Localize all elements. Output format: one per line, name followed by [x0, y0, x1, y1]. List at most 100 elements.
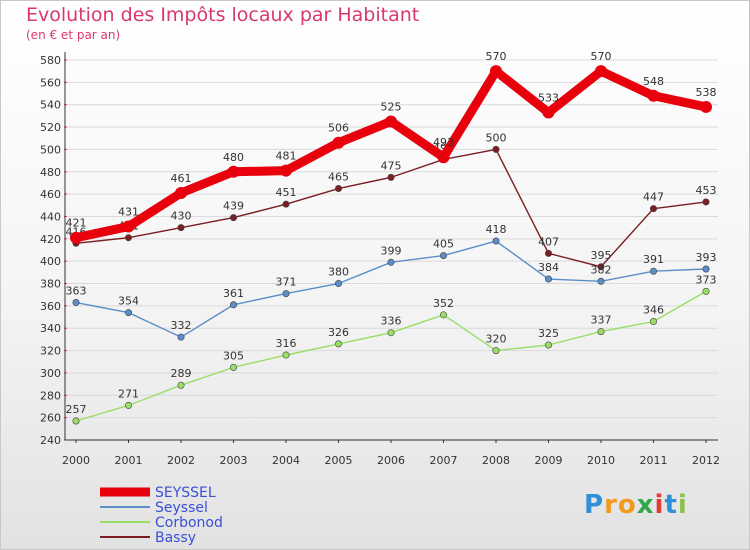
- logo-letter: r: [604, 490, 618, 520]
- x-tick-label: 2011: [640, 454, 668, 467]
- y-tick-label: 420: [40, 233, 61, 246]
- data-point: [542, 106, 555, 119]
- data-label: 405: [433, 238, 454, 251]
- logo-letter: i: [677, 490, 688, 520]
- data-label: 570: [591, 50, 612, 63]
- data-label: 363: [66, 285, 87, 298]
- y-tick-label: 400: [40, 255, 61, 268]
- data-point: [227, 165, 240, 178]
- axes: 240 260 280 300 320 340 360 380 400 420 440 460 480 5…: [40, 52, 720, 467]
- y-tick-label: 560: [40, 76, 61, 89]
- proxiti-logo: Proxiti: [584, 490, 688, 520]
- data-label: 373: [696, 273, 717, 286]
- data-point: [125, 401, 133, 409]
- series-seyssel: 363 354 332 361 371 380 399 405 418 384 382 391 393: [66, 223, 717, 341]
- data-point: [125, 234, 133, 242]
- series-bassy: 416421430439451465475491500407395447453: [66, 131, 717, 271]
- data-label: 305: [223, 349, 244, 362]
- data-point: [702, 198, 710, 206]
- data-label: 453: [696, 184, 717, 197]
- data-label: 320: [486, 333, 507, 346]
- data-point: [439, 252, 447, 260]
- logo-letter: x: [636, 490, 655, 520]
- data-point: [544, 249, 552, 257]
- data-label: 500: [486, 131, 507, 144]
- data-label: 481: [276, 150, 297, 163]
- y-tick-label: 280: [40, 389, 61, 402]
- x-tick-label: 2004: [272, 454, 300, 467]
- data-label: 336: [381, 315, 402, 328]
- data-point: [647, 89, 660, 102]
- data-point: [544, 275, 552, 283]
- series-line: [75, 290, 707, 422]
- data-label: 407: [538, 235, 559, 248]
- data-point: [597, 277, 605, 285]
- data-label: 399: [381, 244, 402, 257]
- chart-title: Evolution des Impôts locaux par Habitant: [26, 4, 420, 26]
- data-point: [177, 333, 185, 341]
- logo-letter: i: [654, 490, 665, 520]
- data-label: 346: [643, 304, 664, 317]
- chart-subtitle: (en € et par an): [26, 28, 121, 42]
- data-point: [597, 328, 605, 336]
- data-label: 418: [486, 223, 507, 236]
- data-point: [282, 200, 290, 208]
- data-label: 332: [171, 319, 192, 332]
- grid-lines: [65, 59, 718, 441]
- data-point: [282, 290, 290, 298]
- logo-letter: o: [617, 490, 637, 520]
- data-label: 326: [328, 326, 349, 339]
- data-point: [490, 65, 502, 78]
- y-tick-label: 300: [40, 367, 61, 380]
- data-point: [177, 381, 185, 389]
- x-tick-label: 2005: [325, 454, 353, 467]
- x-tick-label: 2000: [62, 454, 90, 467]
- data-point: [595, 65, 607, 78]
- data-point: [334, 280, 342, 288]
- data-label: 382: [591, 263, 612, 276]
- data-point: [125, 309, 133, 317]
- data-label: 461: [171, 172, 192, 185]
- data-point: [72, 299, 80, 307]
- data-label: 395: [591, 249, 612, 262]
- data-point: [702, 265, 710, 273]
- data-point: [385, 115, 397, 128]
- legend-label: SEYSSEL: [155, 485, 216, 501]
- data-label: 465: [328, 171, 349, 184]
- data-label: 271: [118, 387, 139, 400]
- x-tick-label: 2006: [377, 454, 405, 467]
- y-tick-label: 240: [40, 434, 61, 447]
- data-point: [280, 164, 292, 177]
- data-label: 475: [381, 159, 402, 172]
- legend-item: SEYSSEL: [100, 485, 216, 501]
- data-point: [492, 145, 500, 153]
- data-label: 289: [171, 367, 192, 380]
- data-point: [175, 187, 187, 199]
- data-label: 352: [433, 297, 454, 310]
- logo-letter: t: [664, 490, 678, 520]
- x-tick-label: 2007: [430, 454, 458, 467]
- data-point: [437, 151, 450, 164]
- legend-label: Seyssel: [155, 500, 208, 516]
- data-point: [387, 329, 395, 337]
- legend-label: Corbonod: [155, 515, 223, 531]
- y-tick-label: 260: [40, 412, 61, 425]
- series-group: 4164214304394514654754915004073954474532…: [66, 50, 717, 425]
- data-point: [72, 417, 80, 425]
- data-point: [230, 363, 238, 371]
- data-label: 506: [328, 122, 349, 135]
- data-label: 480: [223, 151, 244, 164]
- data-label: 325: [538, 327, 559, 340]
- data-label: 361: [223, 287, 244, 300]
- data-label: 439: [223, 200, 244, 213]
- data-point: [439, 311, 447, 319]
- data-label: 538: [696, 86, 717, 99]
- data-point: [544, 341, 552, 349]
- data-label: 421: [66, 217, 87, 230]
- y-tick-label: 480: [40, 166, 61, 179]
- data-label: 533: [538, 92, 559, 105]
- data-label: 493: [433, 136, 454, 149]
- x-tick-label: 2002: [167, 454, 195, 467]
